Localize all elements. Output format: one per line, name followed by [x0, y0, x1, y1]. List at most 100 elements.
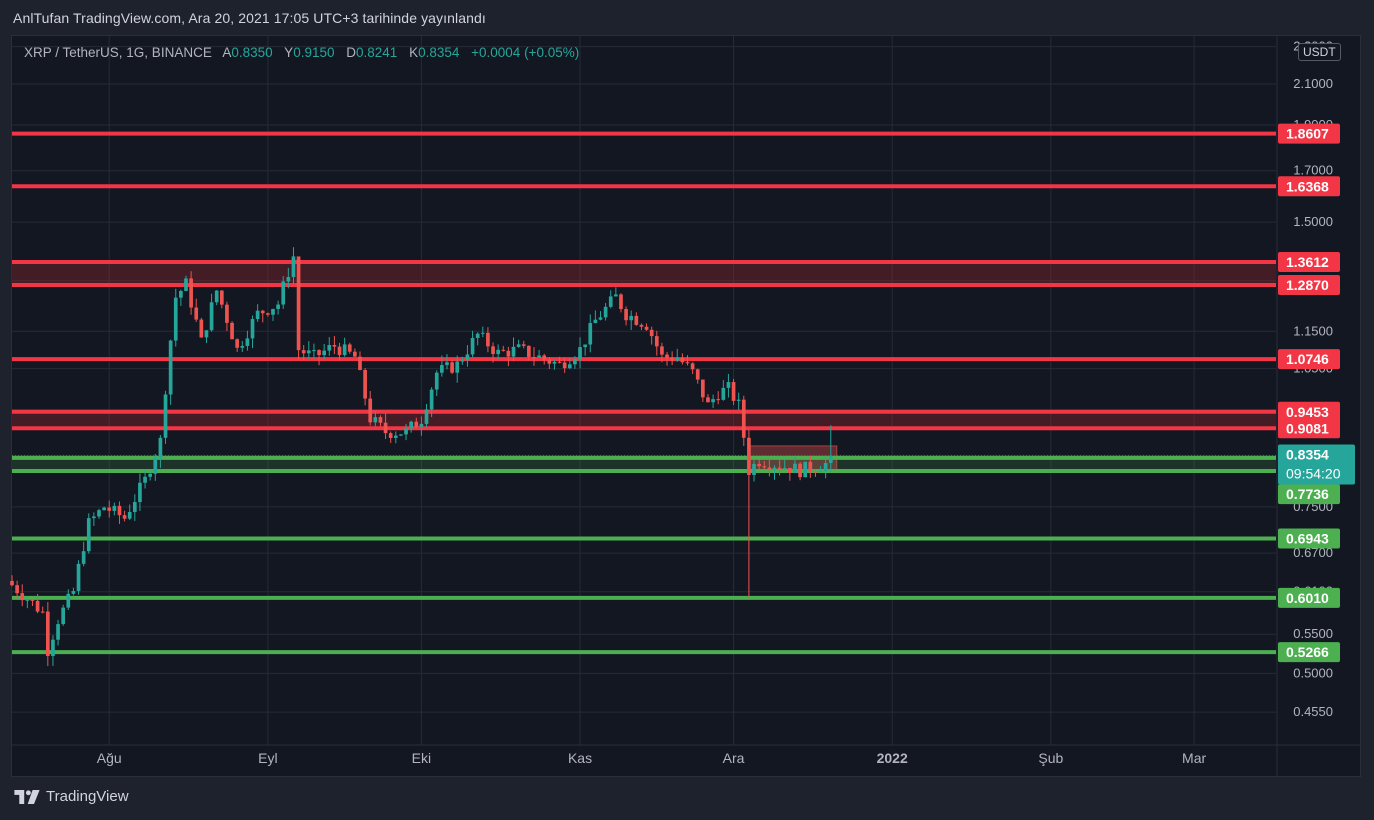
candle-body — [35, 600, 40, 612]
candle-body — [624, 309, 628, 321]
candle-body — [501, 349, 506, 351]
candle-body — [368, 398, 373, 423]
candle-body — [726, 382, 731, 388]
candle-body — [66, 593, 71, 608]
y-tick-label: 1.7000 — [1293, 163, 1333, 178]
candle-body — [71, 591, 76, 594]
candle-body — [567, 364, 572, 369]
candle-body — [132, 502, 137, 513]
candle-body — [685, 362, 690, 364]
candle-body — [240, 345, 245, 348]
price-level-label: 1.2870 — [1286, 277, 1329, 293]
candle-body — [347, 344, 352, 352]
candle-body — [148, 473, 153, 477]
price-level-label: 0.9453 — [1286, 404, 1329, 420]
price-level-tag — [1278, 401, 1340, 422]
candle-body — [230, 322, 234, 340]
candle-body — [614, 294, 618, 297]
close-value: 0.8354 — [418, 45, 460, 60]
current-price-label: 0.8354 — [1286, 447, 1329, 463]
price-level-tag — [1278, 349, 1340, 370]
candle-body — [639, 324, 644, 327]
price-level-label: 0.9081 — [1286, 420, 1329, 436]
candle-body — [660, 346, 664, 355]
candle-body — [695, 369, 700, 380]
currency-unit-badge[interactable]: USDT — [1298, 43, 1341, 61]
candle-body — [782, 467, 787, 469]
candle-body — [92, 516, 96, 519]
candle-body — [20, 593, 25, 601]
candle-body — [363, 369, 367, 399]
candle-body — [455, 361, 460, 373]
candle-body — [255, 310, 260, 320]
candle-body — [332, 345, 337, 347]
candle-body — [429, 389, 434, 410]
price-level-tag — [1278, 418, 1340, 439]
candle-body — [378, 417, 383, 423]
close-label: K — [409, 45, 419, 60]
candle-body — [276, 304, 280, 309]
candle-body — [15, 585, 19, 594]
candle-body — [163, 394, 168, 438]
candle-body — [808, 461, 813, 472]
high-value: 0.9150 — [293, 45, 335, 60]
candle-body — [225, 304, 229, 323]
candle-body — [317, 350, 321, 356]
candle-body — [716, 399, 721, 401]
candle-body — [736, 399, 741, 401]
candle-body — [81, 551, 86, 564]
countdown-label: 09:54:20 — [1286, 466, 1341, 482]
candle-body — [486, 332, 490, 347]
y-tick-label: 0.6700 — [1293, 545, 1333, 560]
candle-body — [107, 507, 112, 511]
price-level-tag — [1278, 528, 1340, 549]
candle-body — [86, 518, 91, 552]
candle-body — [470, 337, 475, 355]
candle-body — [496, 349, 500, 355]
price-level-label: 1.6368 — [1286, 178, 1329, 194]
price-level-label: 0.6010 — [1286, 590, 1329, 606]
y-tick-label: 1.1500 — [1293, 323, 1333, 338]
candle-body — [214, 290, 219, 303]
candle-body — [532, 356, 536, 358]
candle-body — [593, 319, 598, 324]
candle-body — [450, 362, 454, 373]
candle-body — [404, 428, 408, 435]
candle-body — [204, 330, 209, 338]
footer-brand[interactable]: TradingView — [14, 788, 129, 805]
candle-body — [102, 507, 106, 511]
candle-body — [731, 382, 736, 401]
candle-body — [337, 346, 342, 356]
candle-body — [480, 332, 485, 334]
y-tick-label: 1.5000 — [1293, 214, 1333, 229]
candle-body — [491, 346, 495, 355]
price-level-label: 1.3612 — [1286, 254, 1329, 270]
x-tick-label: Şub — [1038, 750, 1063, 766]
candle-body — [465, 354, 470, 361]
candle-body — [445, 362, 449, 366]
candle-body — [721, 387, 726, 400]
candle-body — [414, 421, 419, 427]
candle-body — [777, 467, 782, 469]
candle-body — [757, 463, 761, 467]
candle-body — [40, 611, 45, 613]
x-tick-label: Ağu — [97, 750, 122, 766]
candle-body — [654, 336, 659, 347]
candle-body — [542, 355, 547, 360]
candle-body — [281, 281, 286, 305]
resistance-zone — [12, 262, 1276, 286]
x-tick-label: Eyl — [258, 750, 277, 766]
low-value: 0.8241 — [356, 45, 398, 60]
candle-body — [219, 290, 224, 305]
price-level-tag — [1278, 484, 1340, 505]
candle-body — [793, 463, 797, 473]
candle-body — [235, 339, 240, 348]
candle-body — [803, 461, 808, 478]
candle-body — [598, 317, 603, 320]
candle-body — [701, 379, 705, 398]
candle-body — [199, 319, 204, 338]
x-tick-label: Kas — [568, 750, 592, 766]
symbol-name[interactable]: XRP / TetherUS, 1G, BINANCE — [24, 45, 212, 60]
tradingview-logo-icon — [14, 789, 40, 804]
